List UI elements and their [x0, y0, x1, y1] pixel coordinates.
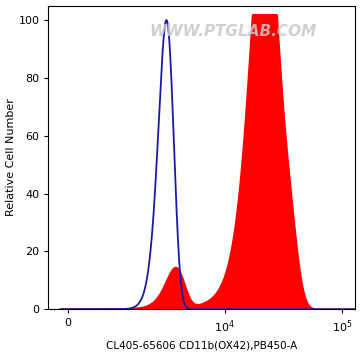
X-axis label: CL405-65606 CD11b(OX42),PB450-A: CL405-65606 CD11b(OX42),PB450-A [106, 340, 297, 350]
Y-axis label: Relative Cell Number: Relative Cell Number [5, 99, 16, 216]
Text: WWW.PTGLAB.COM: WWW.PTGLAB.COM [149, 24, 316, 39]
